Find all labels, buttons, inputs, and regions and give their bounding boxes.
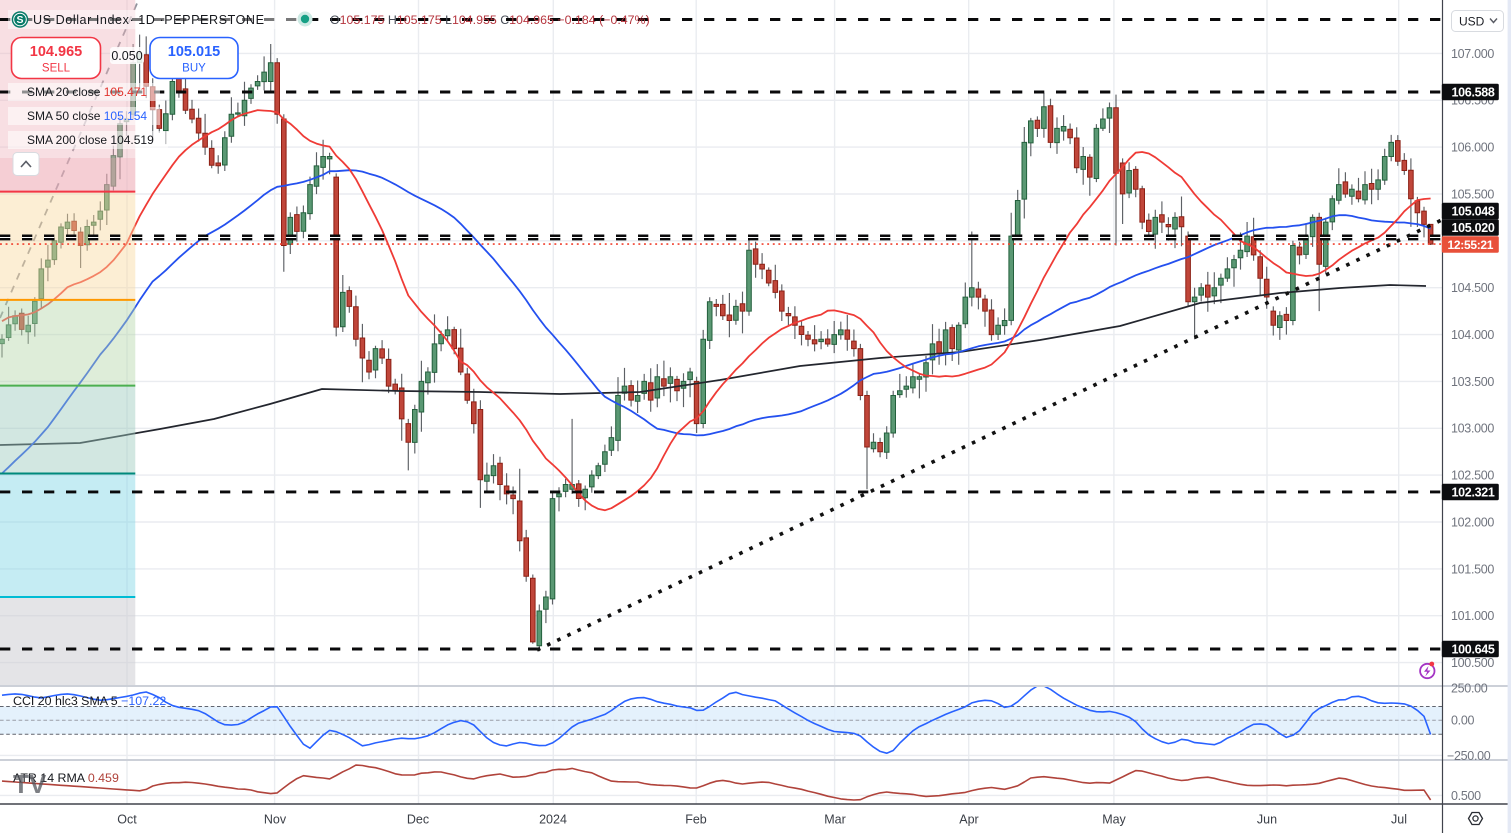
svg-text:104.965: 104.965: [30, 44, 82, 60]
svg-text:105.500: 105.500: [1451, 187, 1494, 201]
svg-text:ATR 14 RMA 0.459: ATR 14 RMA 0.459: [13, 771, 119, 785]
svg-text:SMA 20 close 105.471: SMA 20 close 105.471: [27, 85, 147, 99]
svg-text:106.000: 106.000: [1451, 141, 1494, 155]
svg-text:101.500: 101.500: [1451, 562, 1494, 576]
svg-text:Mar: Mar: [824, 813, 846, 827]
svg-text:SMA 200 close 104.519: SMA 200 close 104.519: [27, 133, 154, 147]
svg-text:103.000: 103.000: [1451, 422, 1494, 436]
svg-text:105.015: 105.015: [168, 44, 220, 60]
svg-text:100.500: 100.500: [1451, 656, 1494, 670]
svg-text:Oct: Oct: [117, 813, 137, 827]
svg-text:100.645: 100.645: [1452, 643, 1495, 657]
svg-text:12:55:21: 12:55:21: [1448, 238, 1494, 252]
svg-text:O105.175 H105.175 L104.955 C10: O105.175 H105.175 L104.955 C104.965 −0.1…: [330, 13, 650, 27]
svg-text:SELL: SELL: [42, 63, 71, 75]
svg-text:103.500: 103.500: [1451, 375, 1494, 389]
svg-text:SMA 50 close 105.154: SMA 50 close 105.154: [27, 109, 147, 123]
svg-text:102.321: 102.321: [1452, 485, 1495, 499]
svg-text:S: S: [16, 14, 23, 26]
svg-text:104.500: 104.500: [1451, 281, 1494, 295]
svg-text:107.000: 107.000: [1451, 47, 1494, 61]
svg-text:CCI 20 hlc3 SMA 5 −107.22: CCI 20 hlc3 SMA 5 −107.22: [13, 694, 166, 708]
svg-text:102.000: 102.000: [1451, 515, 1494, 529]
svg-text:2024: 2024: [539, 813, 567, 827]
svg-text:250.00: 250.00: [1451, 682, 1488, 696]
svg-text:May: May: [1102, 813, 1126, 827]
svg-text:US Dollar Index· 1D ·PEPPERSTO: US Dollar Index· 1D ·PEPPERSTONE: [33, 13, 265, 27]
svg-text:0.500: 0.500: [1451, 789, 1481, 803]
svg-text:BUY: BUY: [182, 63, 206, 75]
svg-text:0.050: 0.050: [111, 49, 142, 63]
svg-text:Apr: Apr: [959, 813, 978, 827]
svg-text:101.000: 101.000: [1451, 609, 1494, 623]
svg-text:106.588: 106.588: [1452, 86, 1495, 100]
svg-text:Jun: Jun: [1257, 813, 1277, 827]
svg-text:Dec: Dec: [407, 813, 429, 827]
svg-text:104.000: 104.000: [1451, 328, 1494, 342]
svg-text:USD: USD: [1459, 15, 1485, 29]
svg-text:102.500: 102.500: [1451, 469, 1494, 483]
svg-text:0.00: 0.00: [1451, 714, 1474, 728]
svg-text:Jul: Jul: [1391, 813, 1407, 827]
svg-text:Feb: Feb: [685, 813, 707, 827]
svg-text:105.048: 105.048: [1452, 205, 1495, 219]
svg-text:−250.00: −250.00: [1447, 749, 1491, 763]
svg-text:Nov: Nov: [264, 813, 287, 827]
svg-text:TV: TV: [13, 769, 47, 799]
svg-text:105.020: 105.020: [1452, 221, 1495, 235]
